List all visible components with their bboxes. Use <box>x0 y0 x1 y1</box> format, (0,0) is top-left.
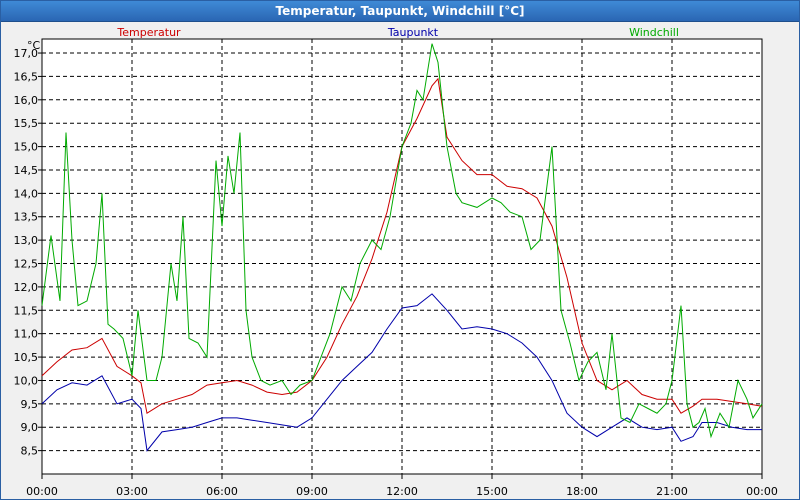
x-tick-time: 06:00 <box>206 485 238 498</box>
y-tick-label: 9,5 <box>21 398 39 411</box>
y-tick-label: 8,5 <box>21 445 39 458</box>
y-tick-label: 16,5 <box>14 70 39 83</box>
y-tick-label: 12,0 <box>14 281 39 294</box>
y-tick-label: 15,0 <box>14 141 39 154</box>
series-line-windchill <box>41 43 763 439</box>
line-chart: 8,5 9,0 9,5 10,0 10,5 11,0 11,5 12,0 12,5 13,0 13,… <box>14 26 778 498</box>
x-tick-time: 18:00 <box>566 485 598 498</box>
legend-item-taupunkt: Taupunkt <box>387 26 439 39</box>
y-tick-label: 15,5 <box>14 117 39 130</box>
x-tick-time: 09:00 <box>296 485 328 498</box>
y-tick-label: 12,5 <box>14 258 39 271</box>
y-tick-label: 16,0 <box>14 94 39 107</box>
y-tick-label: 13,0 <box>14 234 39 247</box>
y-tick-label: 10,0 <box>14 374 39 387</box>
x-axis: 00:0031.10.1103:0031.10.1106:0031.10.110… <box>26 474 778 498</box>
legend-item-windchill: Windchill <box>629 26 679 39</box>
series-lines <box>41 43 763 452</box>
y-axis-unit: °C <box>27 39 41 52</box>
x-tick-time: 12:00 <box>386 485 418 498</box>
y-axis: 8,5 9,0 9,5 10,0 10,5 11,0 11,5 12,0 12,5 13,0 13,… <box>14 47 42 458</box>
y-tick-label: 9,0 <box>21 421 39 434</box>
window-title: Temperatur, Taupunkt, Windchill [°C] <box>1 1 799 22</box>
y-tick-label: 14,0 <box>14 187 39 200</box>
y-tick-label: 10,5 <box>14 351 39 364</box>
y-tick-label: 11,5 <box>14 304 39 317</box>
y-tick-label: 17,0 <box>14 47 39 60</box>
x-tick-time: 03:00 <box>116 485 148 498</box>
series-line-taupunkt <box>41 293 762 452</box>
x-tick-time: 21:00 <box>656 485 688 498</box>
y-tick-label: 13,5 <box>14 211 39 224</box>
y-tick-label: 14,5 <box>14 164 39 177</box>
series-line-temperatur <box>41 77 763 415</box>
x-tick-time: 00:00 <box>746 485 778 498</box>
legend: Temperatur Taupunkt Windchill <box>116 26 679 39</box>
x-tick-time: 15:00 <box>476 485 508 498</box>
y-tick-label: 11,0 <box>14 328 39 341</box>
legend-item-temperatur: Temperatur <box>116 26 181 39</box>
x-tick-time: 00:00 <box>26 485 58 498</box>
